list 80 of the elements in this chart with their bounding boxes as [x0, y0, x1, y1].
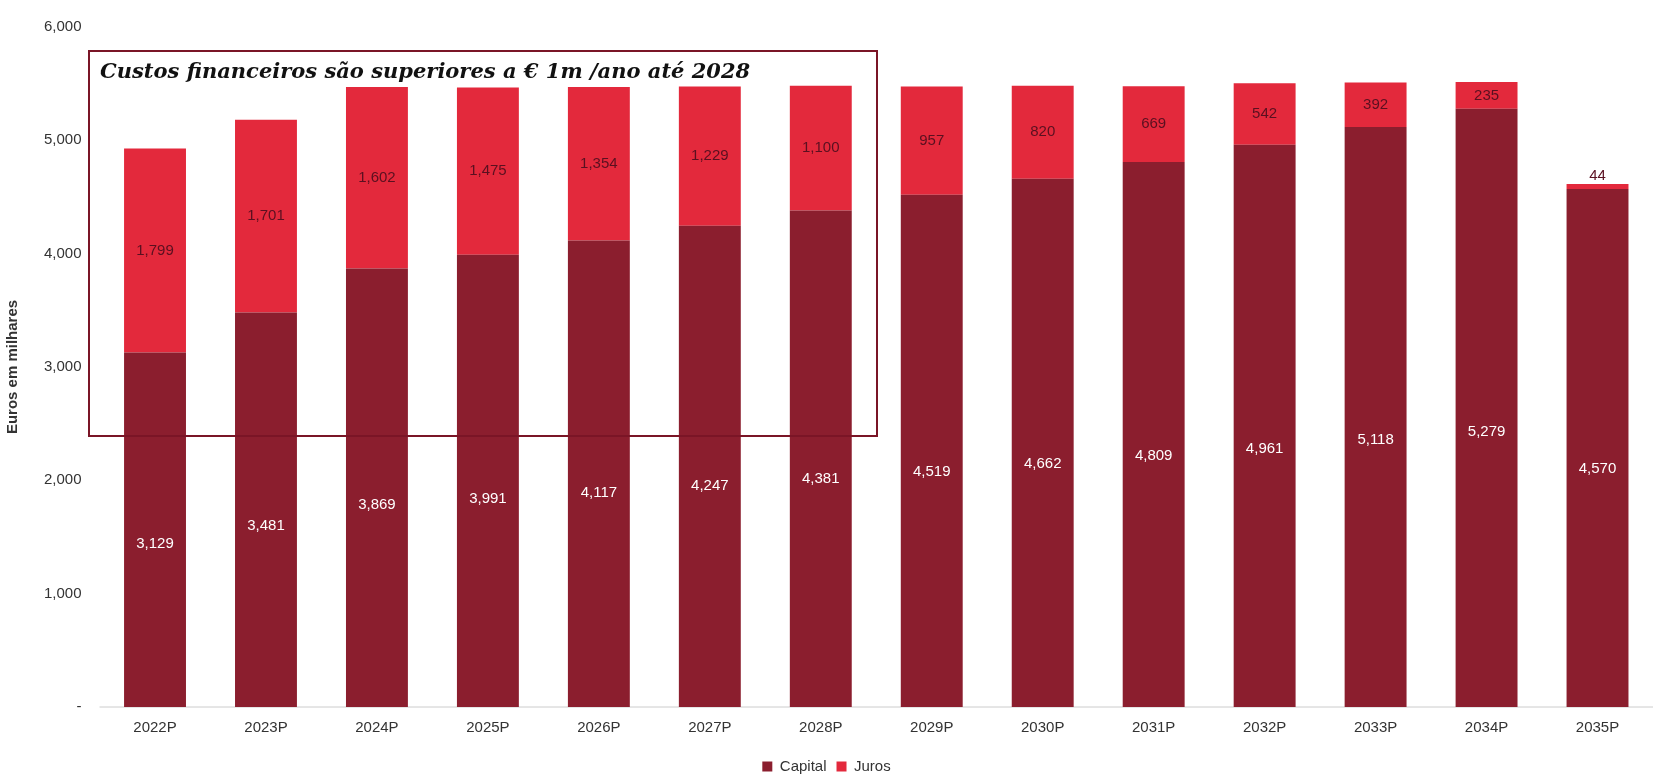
bar — [1122, 161, 1185, 707]
bar — [456, 87, 519, 255]
data-label: 1,602 — [358, 167, 396, 185]
x-tick-label: 2032P — [1242, 718, 1287, 736]
data-label: 3,129 — [136, 534, 174, 552]
y-tick-label: 3,000 — [43, 357, 82, 375]
x-tick-label: 2028P — [799, 718, 843, 736]
data-label: 669 — [1141, 114, 1167, 132]
bar — [1011, 178, 1074, 707]
y-tick-label: 2,000 — [43, 470, 82, 488]
data-label: 4,247 — [691, 475, 729, 493]
bar — [789, 85, 852, 211]
y-tick-label: - — [76, 697, 82, 715]
bar — [235, 312, 297, 707]
bar — [1122, 86, 1185, 162]
data-label: 4,570 — [1578, 458, 1617, 476]
y-tick-label: 6,000 — [43, 17, 82, 35]
data-label: 235 — [1474, 85, 1500, 103]
bar — [678, 225, 741, 707]
data-label: 3,869 — [358, 495, 396, 513]
data-label: 4,381 — [802, 468, 840, 486]
bar — [124, 148, 186, 353]
bar — [456, 254, 519, 707]
y-tick-label: 4,000 — [43, 243, 82, 261]
bar — [1455, 82, 1518, 109]
data-label: 5,118 — [1357, 430, 1394, 448]
bar — [1344, 126, 1407, 707]
data-label: 4,117 — [580, 482, 618, 500]
bar — [124, 352, 186, 707]
bar — [345, 268, 408, 707]
y-tick-label: 1,000 — [43, 583, 82, 601]
bar — [567, 86, 630, 241]
bar — [1011, 85, 1074, 179]
y-tick-label: 5,000 — [43, 130, 82, 148]
data-label: 4,519 — [912, 461, 951, 479]
bar — [1344, 82, 1407, 127]
data-label: 3,991 — [469, 489, 507, 507]
y-axis-title: Euros em milhares — [3, 299, 21, 435]
data-label: 5,279 — [1467, 421, 1506, 439]
data-label: 4,809 — [1134, 446, 1173, 464]
legend-label: Capital — [779, 756, 827, 774]
x-tick-label: 2030P — [1021, 718, 1065, 736]
data-label: 1,475 — [469, 161, 507, 179]
data-label: 1,701 — [247, 206, 285, 224]
bar — [1233, 144, 1296, 707]
x-tick-label: 2034P — [1464, 718, 1509, 736]
x-tick-label: 2023P — [244, 718, 288, 736]
data-label: 1,229 — [691, 146, 729, 164]
x-tick-label: 2025P — [466, 718, 510, 736]
data-label: 4,662 — [1023, 454, 1062, 472]
bar — [1233, 83, 1296, 145]
bar — [678, 86, 741, 226]
x-tick-label: 2033P — [1353, 718, 1398, 736]
bar — [1566, 184, 1629, 190]
bar — [900, 194, 963, 707]
data-label: 1,799 — [136, 240, 174, 258]
data-label: 542 — [1252, 104, 1278, 122]
bar — [1455, 108, 1518, 707]
data-label: 44 — [1589, 166, 1606, 184]
bar — [345, 86, 408, 269]
x-tick-label: 2027P — [688, 718, 732, 736]
data-label: 392 — [1363, 94, 1389, 112]
bar — [789, 210, 852, 707]
bar — [900, 86, 963, 195]
data-label: 820 — [1030, 122, 1056, 140]
x-tick-label: 2031P — [1131, 718, 1176, 736]
data-label: 4,961 — [1245, 438, 1284, 456]
x-tick-label: 2022P — [133, 718, 177, 736]
x-tick-label: 2035P — [1575, 718, 1620, 736]
data-label: 957 — [919, 130, 945, 148]
data-label: 3,481 — [247, 515, 285, 533]
data-label: 1,100 — [802, 138, 840, 156]
x-tick-label: 2026P — [577, 718, 621, 736]
x-tick-label: 2029P — [910, 718, 954, 736]
x-tick-label: 2024P — [355, 718, 399, 736]
bar — [235, 119, 297, 313]
legend-label: Juros — [854, 756, 891, 774]
bar — [1566, 189, 1629, 707]
data-label: 1,354 — [580, 153, 618, 171]
bar — [567, 240, 630, 707]
